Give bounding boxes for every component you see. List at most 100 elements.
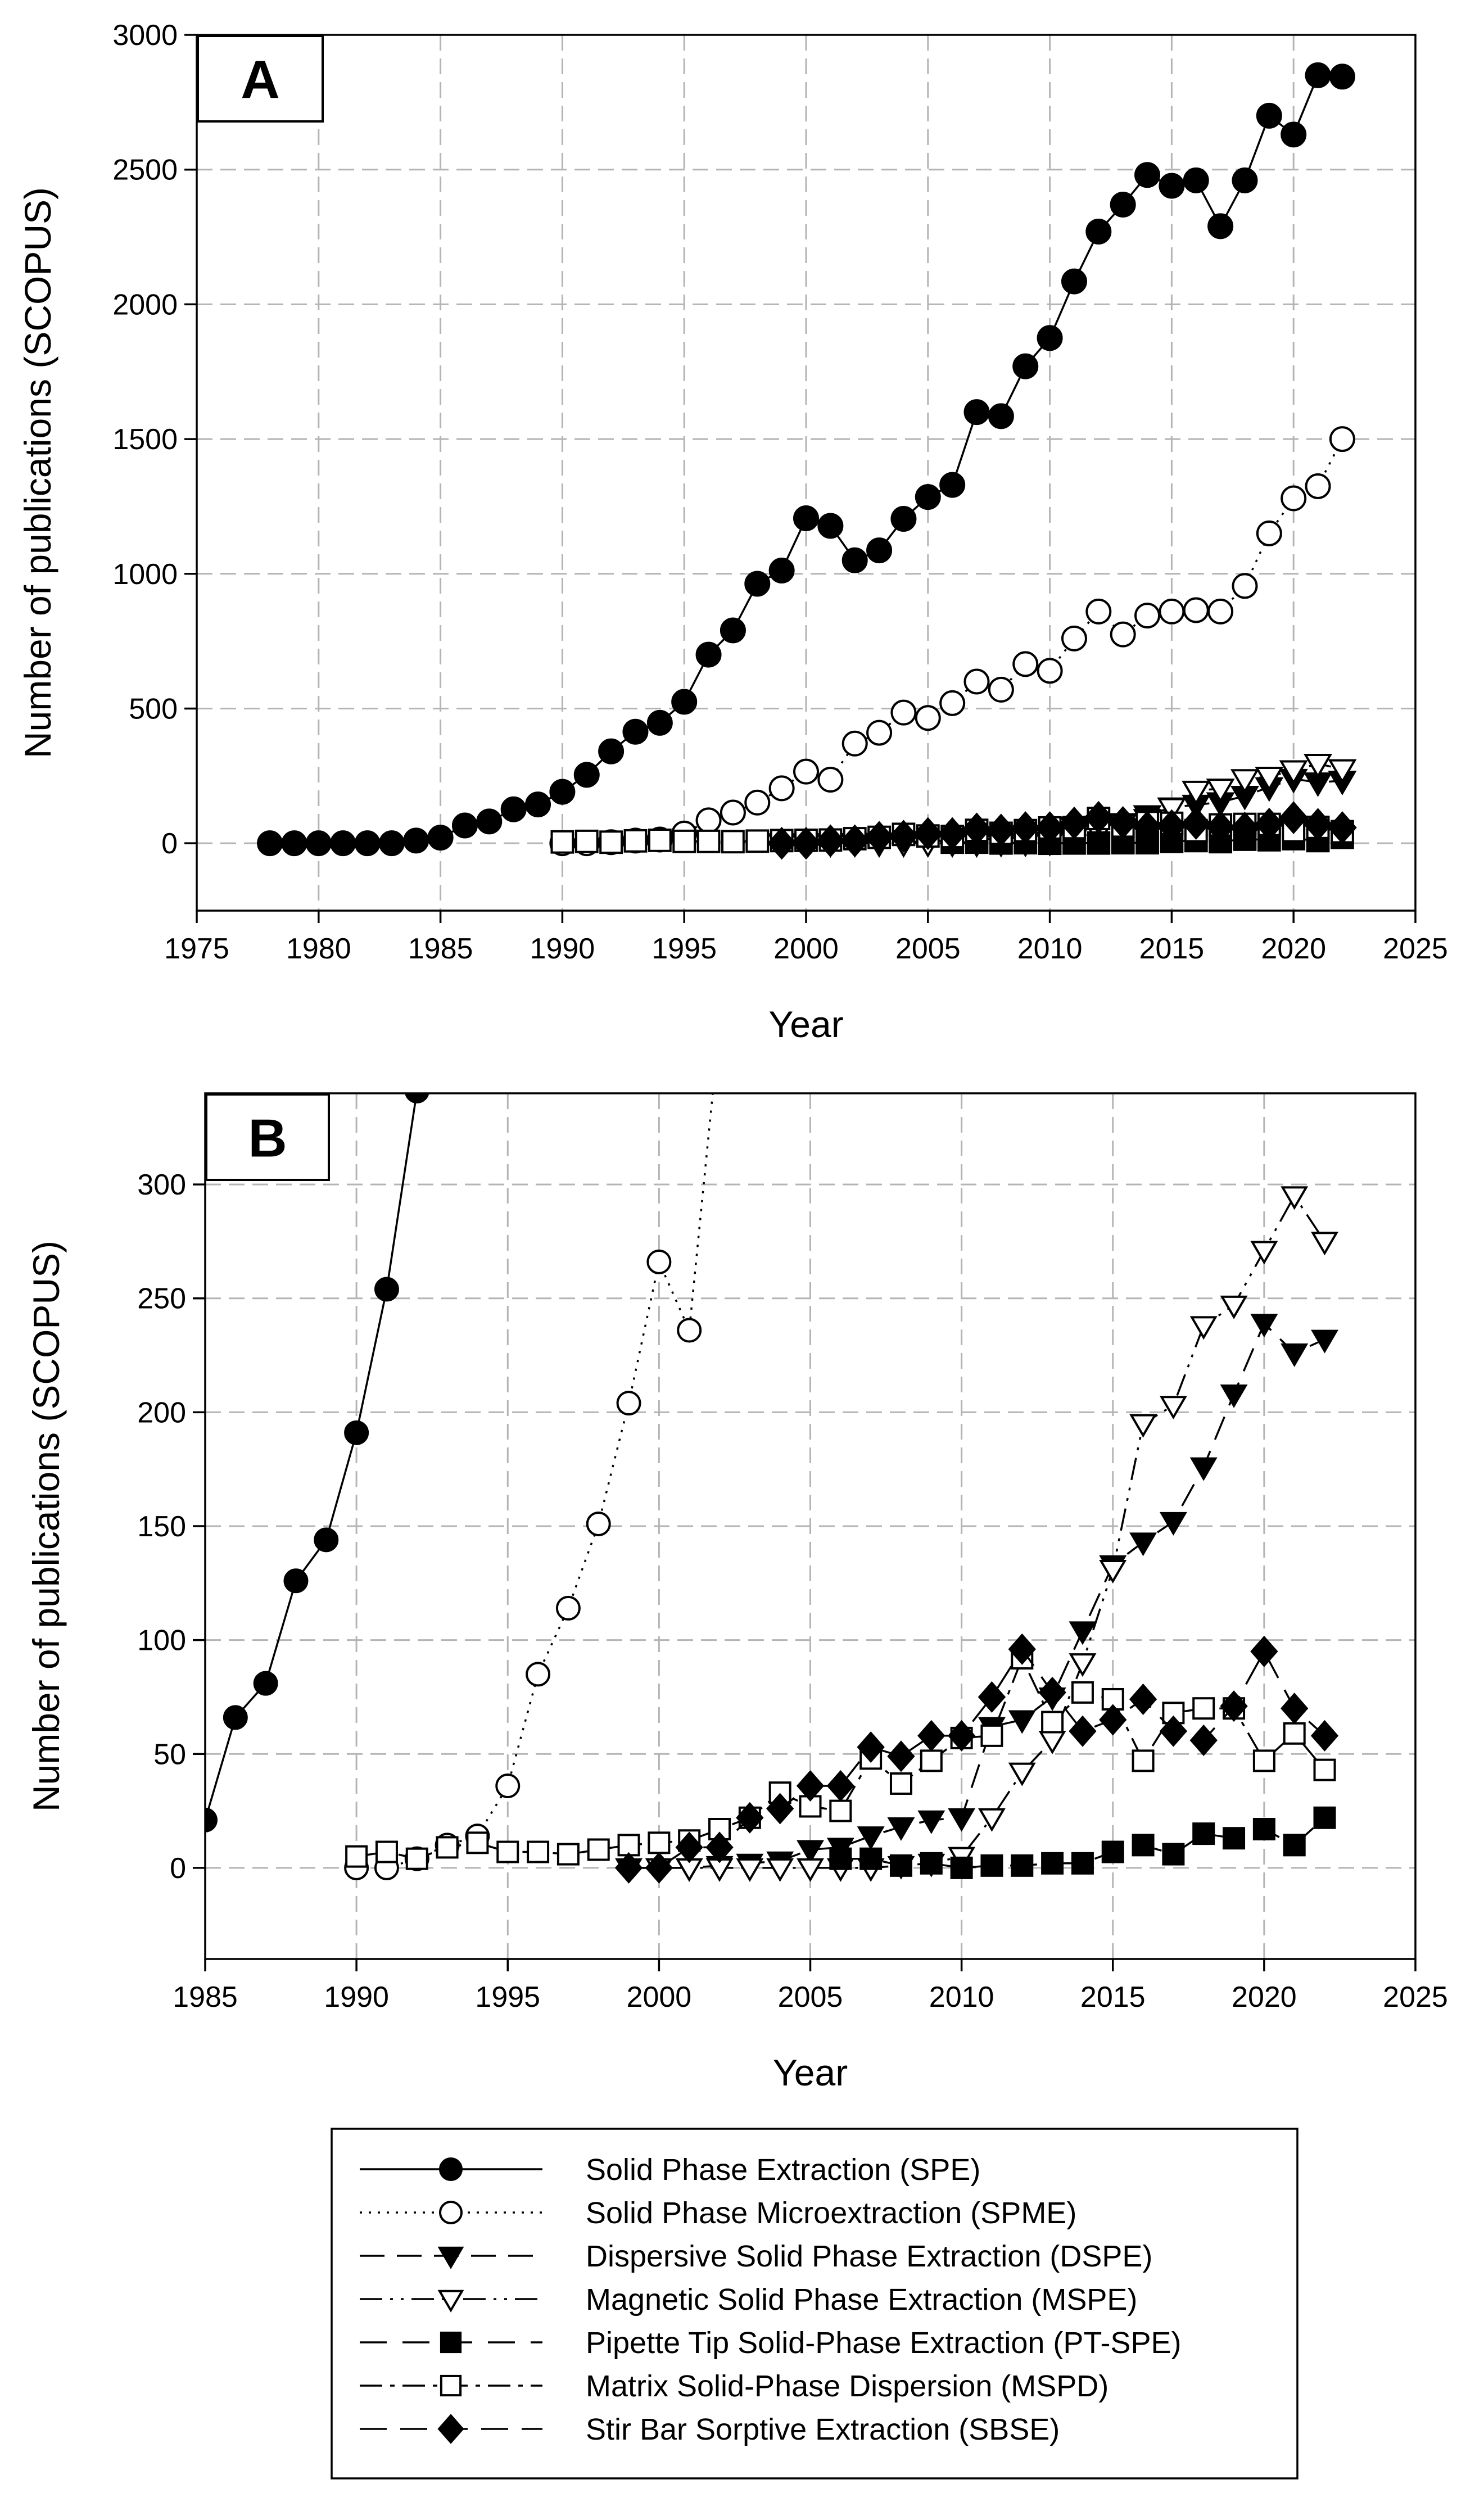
legend-marker <box>439 2157 463 2181</box>
data-point-ptspe <box>889 1854 912 1877</box>
data-point-spe <box>0 1857 4 1879</box>
legend-label: Solid Phase Extraction (SPE) <box>586 2153 980 2187</box>
data-point-spme <box>920 342 943 364</box>
data-point-mspe <box>1281 1186 1309 1210</box>
data-point-ptspe <box>1283 1834 1306 1857</box>
data-point-spe <box>344 1420 369 1445</box>
data-point-spme <box>1012 651 1039 677</box>
data-point-spme <box>1085 598 1112 625</box>
data-point-mspd <box>1071 1681 1094 1704</box>
data-point-ptspe <box>1313 1806 1336 1829</box>
series-dspe <box>615 1314 1339 1882</box>
x-axis-title: Year <box>773 2052 848 2093</box>
series-line-mspd <box>356 1657 1325 1860</box>
panel-label: B <box>248 1109 287 1169</box>
data-point-mspe <box>978 1808 1006 1832</box>
data-point-sbse <box>1310 1720 1339 1752</box>
data-point-spe <box>1159 173 1185 199</box>
data-point-dspe <box>1311 1329 1339 1354</box>
legend-marker <box>437 2246 464 2269</box>
data-point-mspe <box>1328 759 1357 784</box>
data-point-spe <box>622 718 649 745</box>
x-tick-label: 1980 <box>286 933 351 965</box>
data-point-mspd <box>375 1840 398 1863</box>
legend-marker <box>437 2414 464 2444</box>
data-point-spe <box>12 1857 35 1879</box>
data-point-spme <box>495 1773 521 1798</box>
series-line-dspe <box>628 1322 1325 1869</box>
data-point-spe <box>133 1857 156 1879</box>
data-point-spme <box>963 668 990 695</box>
data-point-mspe <box>1182 780 1211 806</box>
series-sbse <box>767 800 1357 860</box>
legend-label: Matrix Solid-Phase Dispersion (MSPD) <box>586 2369 1109 2403</box>
data-point-ptspe <box>1192 1822 1215 1845</box>
panel-label-box <box>197 35 324 123</box>
data-point-sbse <box>1157 809 1187 843</box>
data-point-sbse <box>1008 1633 1036 1665</box>
y-tick-label: 0 <box>161 827 178 860</box>
series-layer <box>0 57 1339 1884</box>
data-point-mspe <box>1220 1295 1248 1319</box>
data-point-spe <box>963 399 990 426</box>
data-point-spe <box>695 641 722 668</box>
data-point-spe <box>866 537 893 564</box>
data-point-sbse <box>675 1831 703 1863</box>
data-point-spme <box>841 730 868 757</box>
x-tick-label: 1995 <box>475 1981 540 2014</box>
legend-marker <box>437 2290 464 2313</box>
data-point-mspe <box>797 1858 824 1882</box>
data-point-spme <box>744 789 771 816</box>
data-point-mspd <box>345 1845 368 1868</box>
data-point-mspd <box>556 1843 580 1866</box>
data-point-spe <box>598 738 625 764</box>
data-point-dspe <box>1008 1710 1036 1734</box>
data-point-spe <box>793 505 819 532</box>
data-point-sbse <box>645 1852 673 1884</box>
data-point-mspe <box>1250 1241 1278 1265</box>
data-point-spe <box>73 1857 96 1879</box>
data-point-dspe <box>1069 1621 1097 1645</box>
data-point-mspd <box>405 1847 428 1870</box>
y-tick-label: 50 <box>153 1738 186 1771</box>
data-point-spe <box>671 689 698 715</box>
data-point-sbse <box>796 1770 825 1802</box>
legend-marker <box>440 2374 462 2397</box>
data-point-sbse <box>736 1802 764 1834</box>
data-point-ptspe <box>859 1847 883 1870</box>
series-sbse <box>614 1633 1339 1884</box>
data-point-sbse <box>962 812 992 846</box>
x-tick-label: 2020 <box>1261 933 1326 965</box>
legend-entry-dspe: Dispersive Solid Phase Extraction (DSPE) <box>360 2239 1152 2273</box>
legend-entry-spe: Solid Phase Extraction (SPE) <box>360 2153 980 2187</box>
data-point-spe <box>525 791 551 818</box>
data-point-spe <box>103 1857 126 1879</box>
data-point-sbse <box>1060 806 1089 840</box>
data-point-spme <box>866 720 893 746</box>
data-point-spe <box>988 403 1014 429</box>
data-point-mspe <box>766 1858 794 1882</box>
y-tick-label: 200 <box>137 1396 186 1429</box>
y-tick-label: 100 <box>137 1625 186 1657</box>
data-point-spme <box>1159 598 1185 625</box>
data-point-spme <box>1134 603 1161 629</box>
data-point-mspd <box>466 1831 489 1854</box>
data-point-spe <box>841 547 868 573</box>
legend-label: Stir Bar Sorptive Extraction (SBSE) <box>586 2413 1060 2446</box>
x-tick-label: 1995 <box>651 933 717 965</box>
data-point-mspd <box>574 829 599 853</box>
y-tick-label: 500 <box>129 693 178 725</box>
panel-b-chart: 1985 1990 1995 2000 2005 2010 2015 2020 20250501… <box>0 57 1448 2093</box>
panel-a-chart: 1975 1980 1985 1990 1995 2000 2005 2010 2015 2020… <box>17 19 1448 1045</box>
legend-entry-ptspe: Pipette Tip Solid-Phase Extraction (PT-S… <box>360 2326 1181 2360</box>
data-point-ptspe <box>950 1856 973 1879</box>
data-point-spe <box>1232 167 1258 193</box>
data-point-spe <box>205 1807 218 1833</box>
data-point-spme <box>939 690 966 716</box>
data-point-ptspe <box>829 1847 852 1870</box>
data-point-spe <box>1183 167 1209 193</box>
data-point-mspd <box>672 829 696 853</box>
data-point-spe <box>557 57 580 79</box>
data-point-mspd <box>436 1836 459 1859</box>
series-layer <box>257 62 1357 860</box>
